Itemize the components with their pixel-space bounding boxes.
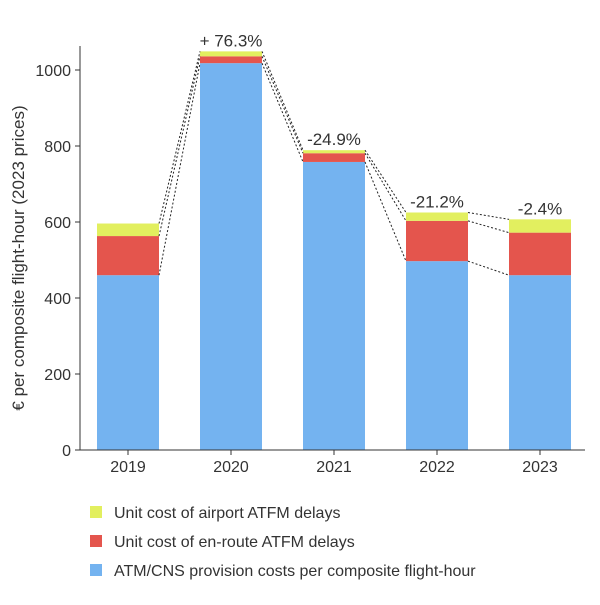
- connector-2022-2023-s2: [467, 212, 510, 220]
- y-tick-label-1000: 1000: [35, 63, 71, 80]
- connector-2019-2020-s2: [158, 51, 201, 224]
- y-tick-label-400: 400: [44, 291, 71, 308]
- y-tick-label-200: 200: [44, 367, 71, 384]
- bar-2021-series-0: [303, 161, 365, 450]
- connector-2021-2022-s2: [364, 149, 407, 213]
- bar-2021-series-2: [303, 150, 365, 154]
- connector-2022-2023-s1: [467, 220, 510, 234]
- y-tick-label-0: 0: [62, 443, 71, 460]
- x-tick-label-2021: 2021: [316, 459, 352, 476]
- connector-lines: [158, 51, 510, 276]
- connector-2021-2022-s1: [364, 152, 407, 222]
- legend-label-2: Unit cost of airport ATFM delays: [114, 505, 340, 522]
- change-label-2020: + 76.3%: [200, 31, 263, 50]
- axes-layer: 0 200 400 600 800 1000 2019 2020 2021 2022 2023: [35, 46, 585, 476]
- y-tick-label-800: 800: [44, 139, 71, 156]
- x-tick-label-2023: 2023: [522, 459, 558, 476]
- bar-2023-series-2: [509, 219, 571, 233]
- bar-2019-series-2: [97, 223, 159, 237]
- connector-2019-2020-s1: [158, 56, 201, 237]
- change-label-2022: -21.2%: [410, 193, 464, 212]
- bar-2022-series-2: [406, 212, 468, 221]
- x-tick-label-2020: 2020: [213, 459, 249, 476]
- connector-2021-2022-s0: [364, 161, 407, 262]
- bars-layer: [97, 51, 571, 450]
- x-tick-label-2019: 2019: [110, 459, 146, 476]
- bar-2022-series-0: [406, 261, 468, 450]
- legend-swatch-1: [90, 535, 102, 547]
- connector-2019-2020-s0: [158, 63, 201, 276]
- change-label-2021: -24.9%: [307, 130, 361, 149]
- legend-label-1: Unit cost of en-route ATFM delays: [114, 534, 355, 551]
- connector-2020-2021-s0: [261, 62, 304, 163]
- bar-2020-series-1: [200, 56, 262, 64]
- bar-2023-series-0: [509, 275, 571, 450]
- connector-2020-2021-s1: [261, 56, 304, 154]
- connector-2020-2021-s2: [261, 51, 304, 151]
- change-labels: + 76.3% -24.9% -21.2% -2.4%: [200, 31, 563, 218]
- bar-2021-series-1: [303, 153, 365, 162]
- legend: Unit cost of airport ATFM delays Unit cos…: [90, 505, 476, 580]
- legend-swatch-0: [90, 564, 102, 576]
- y-tick-label-600: 600: [44, 215, 71, 232]
- bar-2022-series-1: [406, 220, 468, 262]
- x-tick-label-2022: 2022: [419, 459, 455, 476]
- connector-2022-2023-s0: [467, 260, 510, 276]
- bar-2019-series-1: [97, 236, 159, 276]
- bar-2019-series-0: [97, 275, 159, 450]
- legend-label-0: ATM/CNS provision costs per composite fl…: [114, 563, 476, 580]
- y-axis-label: € per composite flight-hour (2023 prices…: [9, 105, 28, 410]
- bar-2023-series-1: [509, 232, 571, 276]
- bar-2020-series-0: [200, 63, 262, 450]
- change-label-2023: -2.4%: [518, 199, 562, 218]
- legend-swatch-2: [90, 506, 102, 518]
- bar-2020-series-2: [200, 51, 262, 57]
